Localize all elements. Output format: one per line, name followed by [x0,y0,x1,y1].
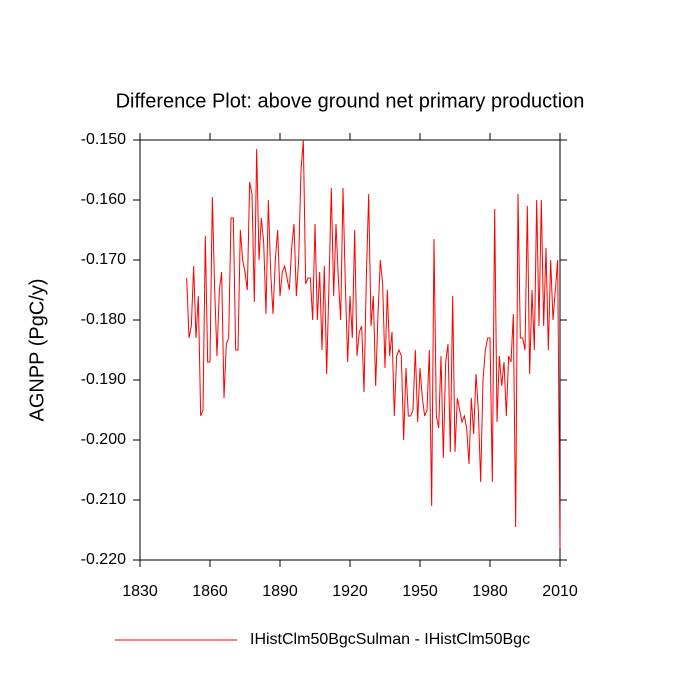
y-tick-label: -0.160 [81,191,126,208]
y-tick-label: -0.190 [81,371,126,388]
x-tick-label: 1860 [192,583,228,600]
y-tick-label: -0.180 [81,311,126,328]
x-tick-label: 1950 [402,583,438,600]
data-line [186,139,561,549]
y-axis-label: AGNPP (PgC/y) [26,279,48,422]
legend-label: IHistClm50BgcSulman - IHistClm50Bgc [250,631,530,648]
y-tick-label: -0.220 [81,551,126,568]
y-tick-label: -0.210 [81,491,126,508]
plot-frame [139,139,561,561]
x-tick-label: 2010 [542,583,578,600]
y-tick-label: -0.170 [81,251,126,268]
x-tick-label: 1830 [122,583,158,600]
x-tick-label: 1980 [472,583,508,600]
x-tick-label: 1920 [332,583,368,600]
y-tick-label: -0.200 [81,431,126,448]
chart-title: Difference Plot: above ground net primar… [116,90,585,112]
x-tick-label: 1890 [262,583,298,600]
y-tick-label: -0.150 [81,131,126,148]
